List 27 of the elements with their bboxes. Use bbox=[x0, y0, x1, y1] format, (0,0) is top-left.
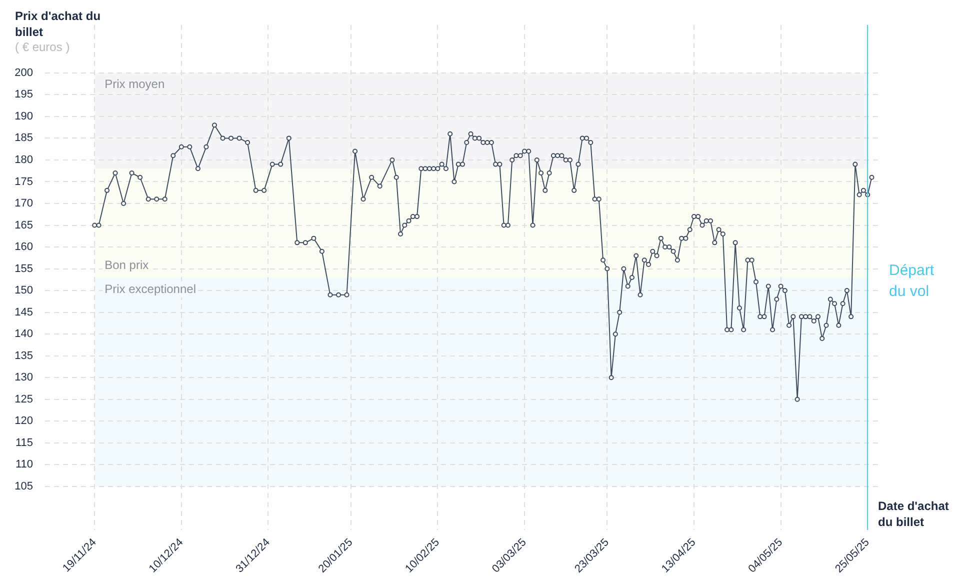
y-tick-label: 185 bbox=[14, 132, 33, 144]
y-tick-label: 115 bbox=[15, 436, 33, 449]
y-tick-label: 195 bbox=[14, 88, 33, 101]
band-label: Prix exceptionnel bbox=[104, 282, 196, 296]
y-tick-label: 155 bbox=[14, 262, 33, 275]
y-tick-label: 120 bbox=[14, 415, 33, 428]
y-tick-label: 200 bbox=[14, 66, 33, 79]
x-axis-title: Date d'achat du billet bbox=[878, 498, 950, 530]
y-tick-label: 160 bbox=[14, 241, 33, 254]
y-tick-label: 180 bbox=[14, 154, 33, 166]
y-tick-label: 145 bbox=[14, 306, 33, 318]
y-tick-label: 140 bbox=[14, 328, 33, 340]
y-tick-label: 175 bbox=[14, 176, 33, 188]
y-tick-label: 170 bbox=[14, 198, 33, 210]
y-tick-label: 190 bbox=[14, 110, 33, 122]
y-tick-label: 110 bbox=[15, 458, 33, 471]
y-tick-label: 150 bbox=[14, 284, 33, 297]
y-tick-label: 125 bbox=[14, 393, 33, 406]
y-tick-label: 135 bbox=[14, 350, 33, 362]
y-tick-label: 105 bbox=[14, 480, 33, 492]
y-tick-label: 130 bbox=[14, 372, 33, 384]
y-axis-title: Prix d'achat du billet bbox=[15, 8, 102, 40]
band-label: Prix moyen bbox=[104, 77, 165, 92]
annotation: ( € euros ) bbox=[15, 40, 70, 54]
band-label: Bon prix bbox=[104, 258, 149, 272]
y-tick-label: 165 bbox=[14, 219, 33, 232]
ref-line-label: Départ du vol bbox=[889, 261, 936, 302]
